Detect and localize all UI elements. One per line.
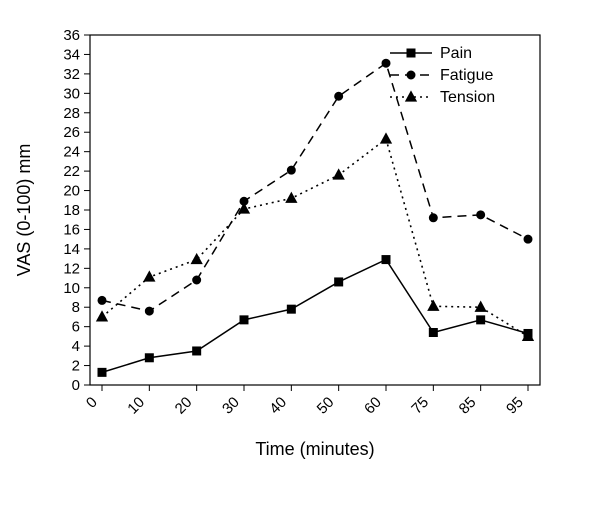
y-tick-label: 36 xyxy=(63,27,80,44)
y-tick-label: 6 xyxy=(72,319,80,336)
legend-label-fatigue: Fatigue xyxy=(440,67,493,84)
y-tick-label: 24 xyxy=(63,144,80,161)
y-tick-label: 4 xyxy=(72,338,80,355)
y-tick-label: 30 xyxy=(63,85,80,102)
legend-label-tension: Tension xyxy=(440,89,495,106)
y-tick-label: 20 xyxy=(63,183,80,200)
y-tick-label: 28 xyxy=(63,105,80,122)
y-tick-label: 12 xyxy=(63,260,80,277)
y-tick-label: 34 xyxy=(63,46,80,63)
y-tick-label: 2 xyxy=(72,358,80,375)
legend-label-pain: Pain xyxy=(440,45,472,62)
y-tick-label: 0 xyxy=(72,377,80,394)
x-axis-label: Time (minutes) xyxy=(255,439,374,459)
chart-container: 0246810121416182022242628303234360102030… xyxy=(0,0,600,510)
y-tick-label: 8 xyxy=(72,299,80,316)
y-tick-label: 22 xyxy=(63,163,80,180)
y-tick-label: 14 xyxy=(63,241,80,258)
y-tick-label: 26 xyxy=(63,124,80,141)
y-tick-label: 16 xyxy=(63,221,80,238)
y-tick-label: 10 xyxy=(63,280,80,297)
y-axis-label: VAS (0-100) mm xyxy=(14,144,34,277)
line-chart: 0246810121416182022242628303234360102030… xyxy=(0,0,600,510)
y-tick-label: 32 xyxy=(63,66,80,83)
y-tick-label: 18 xyxy=(63,202,80,219)
